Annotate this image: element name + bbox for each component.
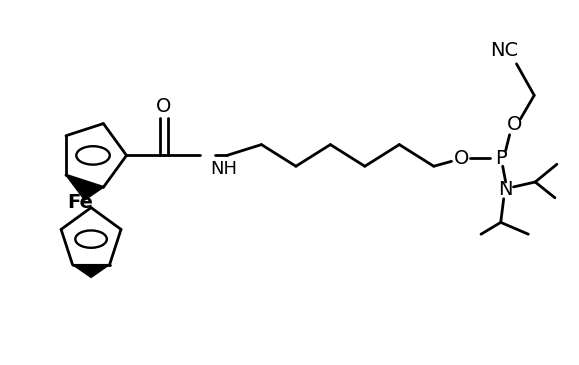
Text: N: N [499, 180, 513, 199]
Text: O: O [156, 97, 171, 116]
Polygon shape [72, 265, 109, 277]
Text: O: O [454, 149, 469, 168]
Text: NH: NH [210, 160, 237, 178]
Text: P: P [495, 149, 507, 168]
Text: Fe: Fe [67, 193, 93, 212]
Polygon shape [66, 175, 104, 200]
Text: NC: NC [490, 41, 519, 59]
Text: O: O [507, 115, 522, 134]
